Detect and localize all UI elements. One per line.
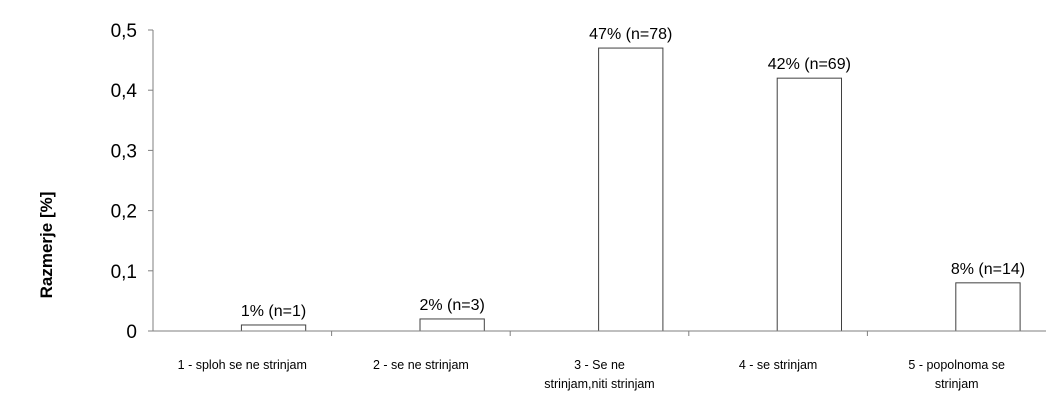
bars <box>240 47 1021 332</box>
x-axis-ticks: 1 - sploh se ne strinjam 2 - se ne strinj… <box>178 331 1005 391</box>
y-tick-label: 0 <box>126 322 137 343</box>
x-tick-label: 4 - se strinjam <box>739 358 818 372</box>
x-tick-label: 5 - popolnoma se <box>908 358 1005 372</box>
x-tick-label: strinjam <box>935 377 979 391</box>
y-tick-label: 0,4 <box>111 81 138 102</box>
data-label: 8% (n=14) <box>951 261 1025 278</box>
y-tick-label: 0,1 <box>111 262 137 283</box>
bar <box>598 47 664 332</box>
data-label: 42% (n=69) <box>768 56 851 73</box>
y-tick-label: 0,5 <box>111 21 137 42</box>
bar <box>776 77 843 332</box>
x-tick-label: 3 - Se ne <box>574 358 625 372</box>
y-tick-label: 0,3 <box>111 141 137 162</box>
y-tick-label: 0,2 <box>111 202 137 223</box>
data-labels: 1% (n=1) 2% (n=3) 47% (n=78) 42% (n=69) 8% (… <box>241 26 1025 320</box>
x-tick-label: 1 - sploh se ne strinjam <box>178 358 307 372</box>
y-axis-label: Razmerje [%] <box>37 192 56 299</box>
y-axis-ticks: 0 0,1 0,2 0,3 0,4 0,5 <box>111 21 153 343</box>
bar <box>955 282 1021 332</box>
data-label: 47% (n=78) <box>589 26 672 43</box>
bar <box>419 318 485 332</box>
x-tick-label: strinjam,niti strinjam <box>544 377 654 391</box>
x-tick-label: 2 - se ne strinjam <box>373 358 469 372</box>
data-label: 2% (n=3) <box>419 297 484 314</box>
bar <box>240 324 307 332</box>
data-label: 1% (n=1) <box>241 303 306 320</box>
